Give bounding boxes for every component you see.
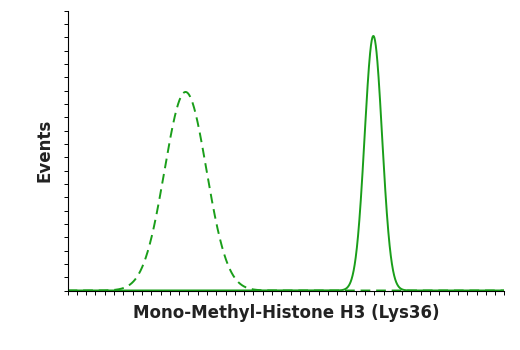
Y-axis label: Events: Events bbox=[36, 119, 54, 182]
X-axis label: Mono-Methyl-Histone H3 (Lys36): Mono-Methyl-Histone H3 (Lys36) bbox=[133, 304, 439, 322]
